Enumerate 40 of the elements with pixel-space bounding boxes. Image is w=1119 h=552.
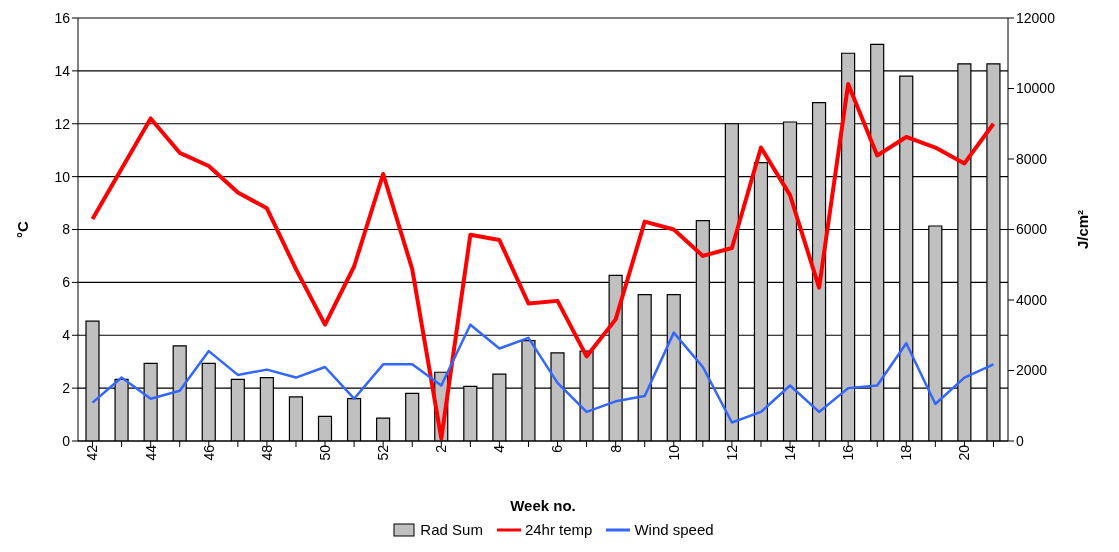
y-axis-title: °C — [14, 220, 32, 238]
line-series — [90, 82, 996, 441]
y-tick-label: 0 — [62, 432, 71, 449]
y-tick-label: 6 — [62, 274, 71, 291]
y2-tick-label: 0 — [1016, 432, 1024, 449]
y-tick-label: 16 — [54, 9, 71, 26]
y2-tick-label: 6000 — [1016, 221, 1048, 238]
legend-label: Wind speed — [634, 521, 714, 538]
y2-tick-label: 4000 — [1016, 291, 1048, 308]
y2-tick-label: 8000 — [1016, 150, 1048, 167]
y-tick-label: 4 — [62, 327, 71, 344]
x-tick-label: 44 — [142, 444, 159, 461]
y-tick-label: 2 — [62, 380, 71, 397]
y2-tick-label: 10000 — [1016, 80, 1056, 97]
x-tick-label: 10 — [665, 444, 682, 461]
x-tick-label: 14 — [781, 444, 798, 461]
x-tick-label: 20 — [956, 444, 973, 461]
y2-axis-title: J/cm² — [1074, 209, 1092, 250]
x-tick-label: 8 — [607, 444, 624, 453]
x-tick-label: 12 — [723, 444, 740, 461]
x-tick-label: 50 — [316, 444, 333, 461]
x-tick-label: 42 — [84, 444, 101, 461]
x-axis-title: Week no. — [510, 497, 576, 514]
y-tick-label: 14 — [54, 62, 71, 79]
line-series — [91, 323, 995, 424]
legend-label: 24hr temp — [524, 521, 593, 538]
y-tick-label: 12 — [54, 115, 71, 132]
y-tick-label: 10 — [54, 168, 71, 185]
y2-tick-label: 12000 — [1016, 9, 1056, 26]
x-tick-label: 6 — [549, 444, 566, 453]
x-tick-label: 52 — [375, 444, 392, 461]
x-tick-label: 16 — [840, 444, 857, 461]
x-tick-label: 2 — [433, 444, 450, 453]
legend-label: Rad Sum — [420, 521, 483, 538]
y2-tick-label: 2000 — [1016, 362, 1048, 379]
x-tick-label: 46 — [200, 444, 217, 461]
y-tick-label: 8 — [62, 221, 71, 238]
x-tick-label: 4 — [491, 444, 508, 453]
x-tick-label: 18 — [898, 444, 915, 461]
x-tick-label: 48 — [258, 444, 275, 461]
